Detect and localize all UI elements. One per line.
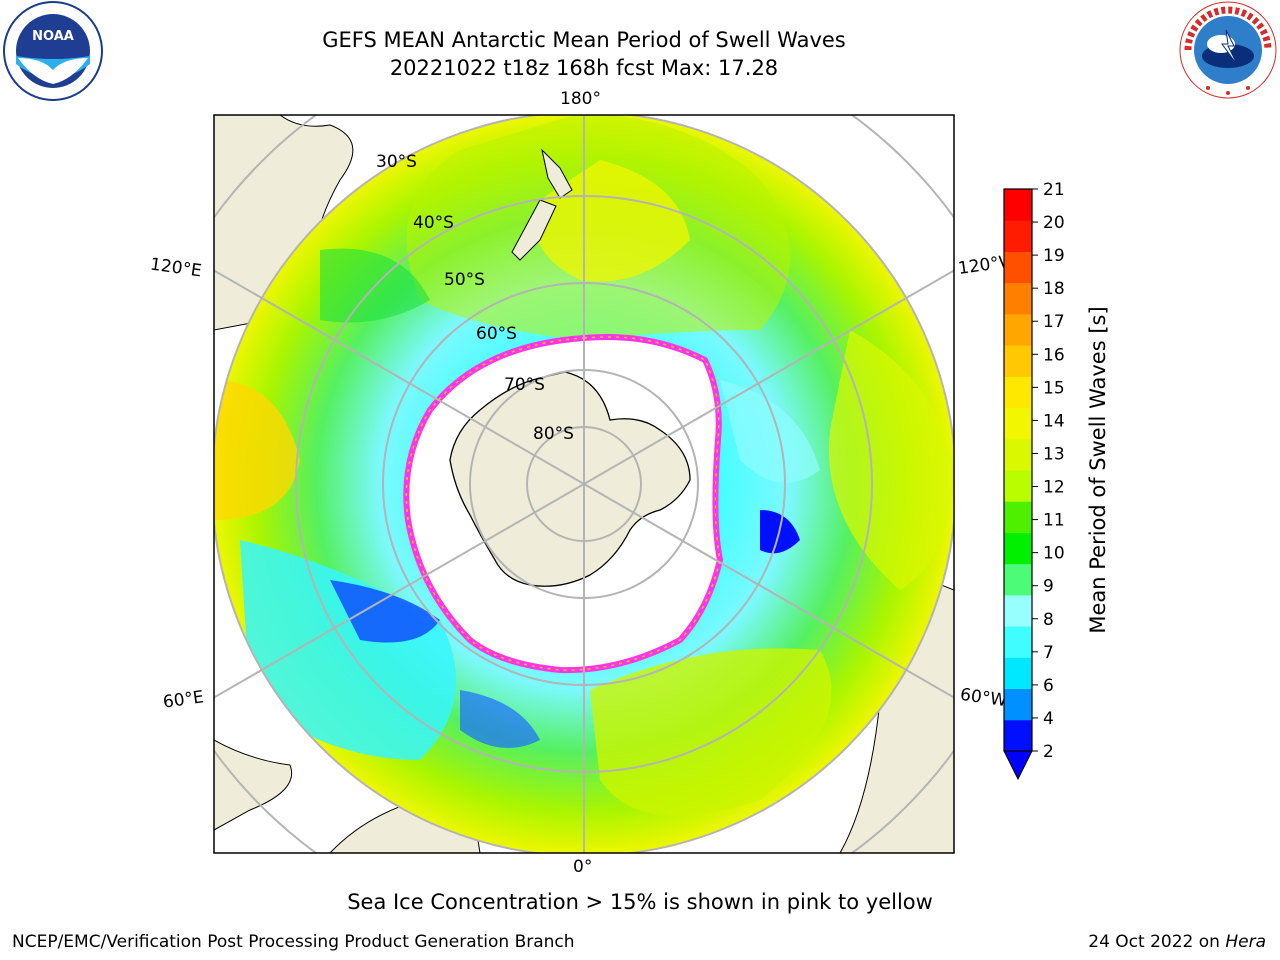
footer-date: 24 Oct 2022 on Hera	[1088, 932, 1266, 952]
colorbar-tick-label: 4	[1043, 709, 1054, 729]
map-frame	[213, 114, 955, 854]
meridian-label-0: 0°	[573, 857, 593, 877]
colorbar-segment	[1004, 189, 1032, 221]
colorbar-segment	[1004, 626, 1032, 658]
chart-title: GEFS MEAN Antarctic Mean Period of Swell…	[322, 28, 846, 52]
colorbar-segment	[1004, 220, 1032, 252]
colorbar-segment	[1004, 470, 1032, 502]
colorbar-tick-label: 12	[1043, 478, 1065, 498]
nws-logo	[1179, 1, 1277, 99]
colorbar-segment	[1004, 282, 1032, 315]
colorbar-tick-label: 18	[1043, 279, 1065, 299]
colorbar-tick-label: 11	[1043, 511, 1065, 531]
colorbar-tick-label: 13	[1043, 444, 1065, 464]
sea-ice-caption: Sea Ice Concentration > 15% is shown in …	[347, 890, 933, 914]
colorbar-tick-label: 6	[1043, 676, 1054, 696]
colorbar-segment	[1004, 657, 1032, 690]
graticule	[214, 115, 954, 853]
colorbar-tick-label: 7	[1043, 643, 1054, 663]
lat-label-60s: 60°S	[476, 324, 517, 344]
colorbar-segment	[1004, 438, 1032, 471]
colorbar-segment	[1004, 407, 1032, 440]
colorbar-tick-label: 2	[1043, 742, 1054, 762]
footer-date-text: 24 Oct 2022 on	[1088, 932, 1226, 952]
colorbar: 2 4 6 7 8 9 10 11 12 13 14 15 16 17 18 19 20 21	[1003, 180, 1065, 781]
colorbar-label: Mean Period of Swell Waves [s]	[1086, 306, 1110, 634]
lat-label-30s: 30°S	[376, 152, 417, 172]
colorbar-tick-label: 14	[1043, 411, 1065, 431]
colorbar-tick-label: 9	[1043, 577, 1054, 597]
colorbar-segment	[1004, 563, 1032, 596]
colorbar-segment	[1004, 719, 1032, 752]
colorbar-extend-arrow	[1003, 750, 1033, 781]
colorbar-outline	[1003, 188, 1033, 752]
colorbar-tick-label: 17	[1043, 312, 1065, 332]
lat-label-40s: 40°S	[413, 213, 454, 233]
lat-label-70s: 70°S	[504, 375, 545, 395]
meridian-label-180: 180°	[560, 89, 601, 109]
footer-producer: NCEP/EMC/Verification Post Processing Pr…	[12, 932, 575, 952]
colorbar-tick-label: 8	[1043, 610, 1054, 630]
colorbar-segment	[1004, 594, 1032, 627]
noaa-logo: NOAA	[3, 1, 103, 101]
colorbar-segment	[1004, 251, 1032, 284]
colorbar-tick-label: 16	[1043, 345, 1065, 365]
colorbar-segment	[1004, 501, 1032, 533]
colorbar-segment	[1004, 688, 1032, 721]
colorbar-segment	[1004, 376, 1032, 409]
noaa-logo-text: NOAA	[32, 29, 74, 44]
colorbar-segment	[1004, 532, 1032, 565]
colorbar-segment	[1004, 345, 1032, 377]
colorbar-tick-label: 20	[1043, 213, 1065, 233]
colorbar-tick-label: 21	[1043, 180, 1065, 200]
lat-label-50s: 50°S	[444, 270, 485, 290]
colorbar-tick-label: 19	[1043, 246, 1065, 266]
colorbar-tick-label: 10	[1043, 544, 1065, 564]
lat-label-80s: 80°S	[533, 424, 574, 444]
colorbar-segment	[1004, 313, 1032, 346]
colorbar-tick-label: 15	[1043, 378, 1065, 398]
footer-machine: Hera	[1225, 932, 1266, 952]
chart-subtitle: 20221022 t18z 168h fcst Max: 17.28	[389, 56, 779, 80]
